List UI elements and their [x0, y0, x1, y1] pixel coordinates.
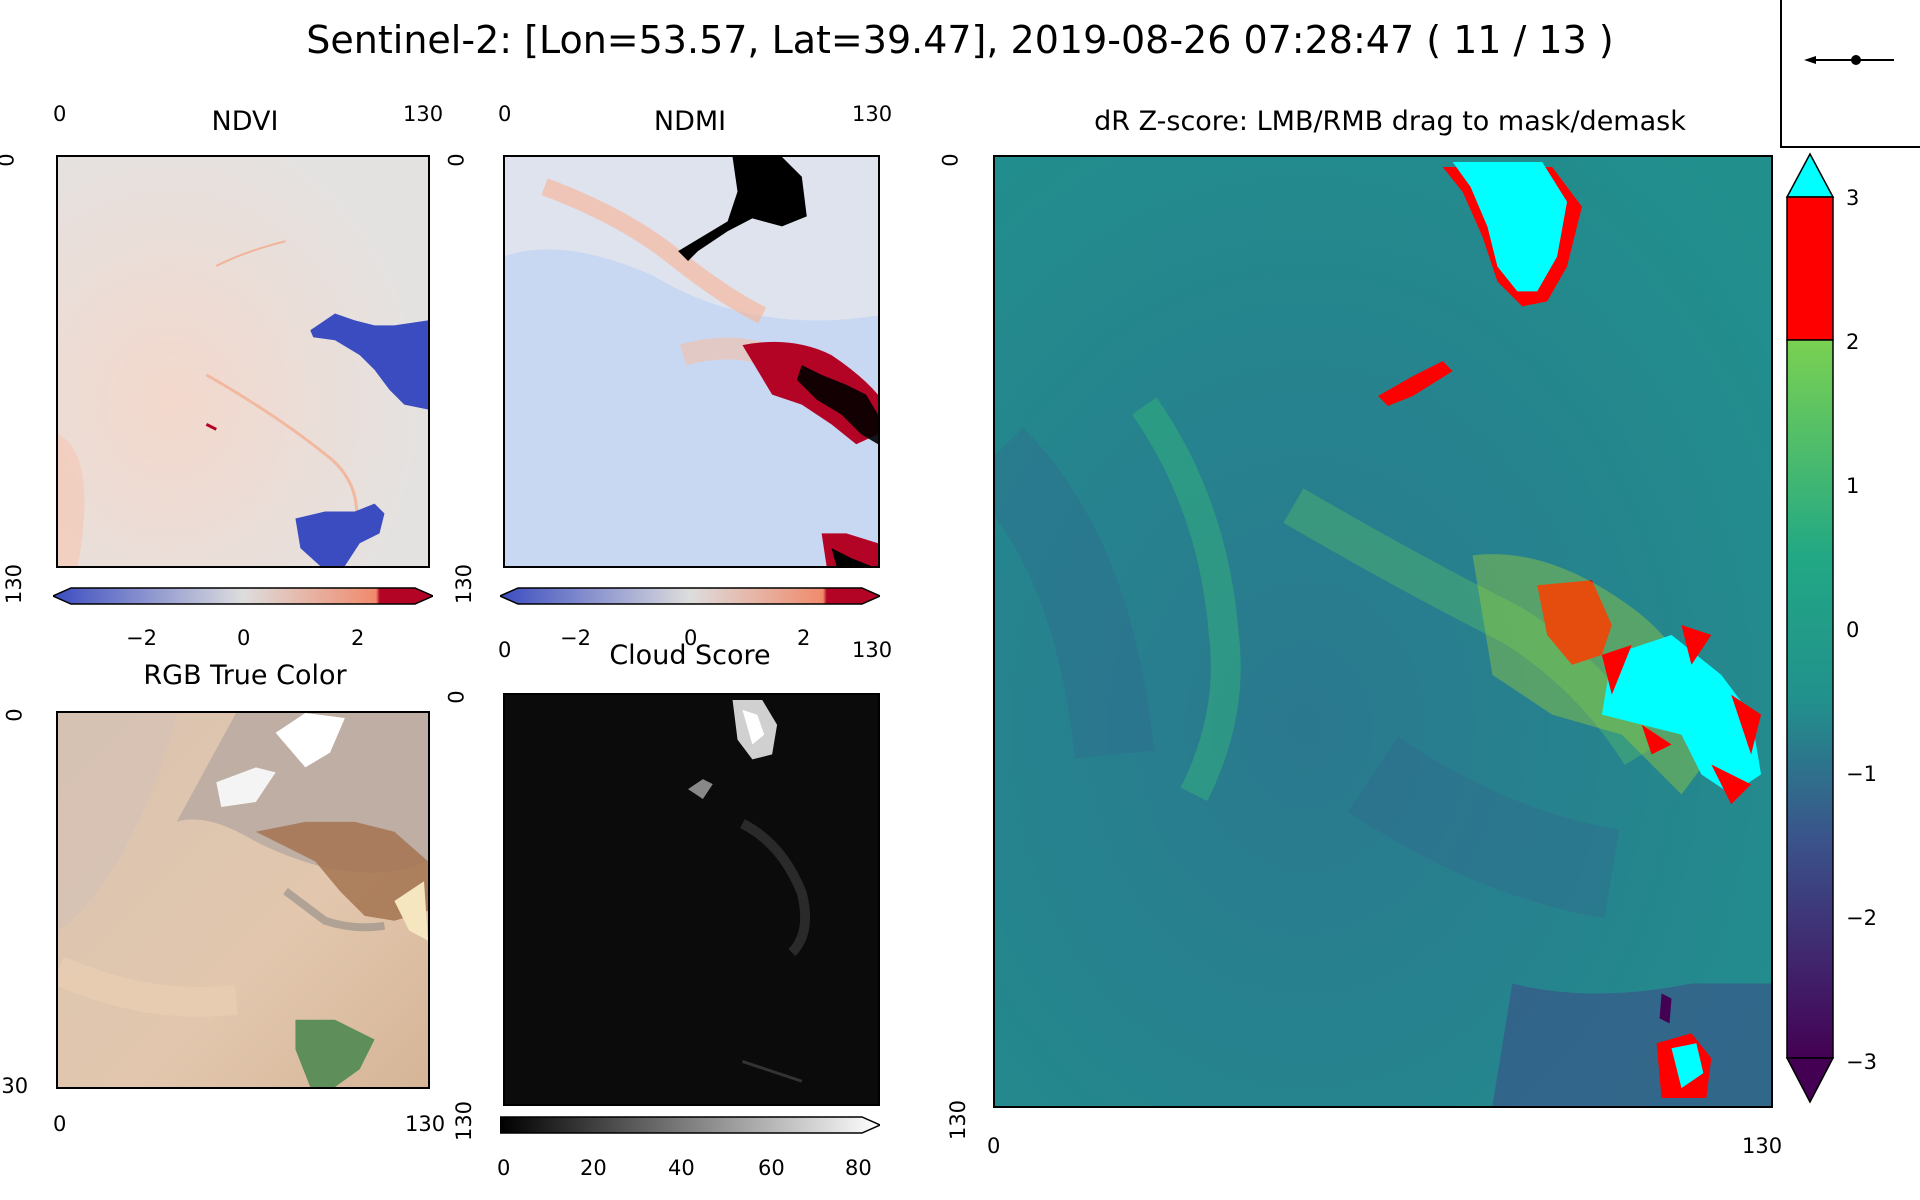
zscore-ytick-130: 130	[946, 1099, 971, 1141]
ndmi-image[interactable]	[503, 155, 880, 568]
ndmi-xtick-0: 0	[498, 102, 512, 126]
zscore-cbar-tick-2: 2	[1846, 330, 1860, 354]
ndvi-image[interactable]	[56, 155, 430, 568]
ndvi-cbar-tick-2: 2	[351, 626, 365, 650]
zscore-ytick-0: 0	[938, 153, 963, 167]
ndvi-cbar-tick-0: 0	[237, 626, 251, 650]
ndmi-cbar-tick-m2: −2	[560, 626, 591, 650]
rgb-ytick-130: 130	[0, 1074, 29, 1098]
cloud-xtick-130: 130	[852, 638, 893, 662]
ndvi-title: NDVI	[211, 106, 279, 137]
cloud-title: Cloud Score	[609, 640, 771, 671]
zscore-cbar-tick-m3: −3	[1846, 1050, 1877, 1074]
zscore-colorbar	[1785, 152, 1835, 1104]
rgb-ytick-0: 0	[2, 708, 27, 722]
cloud-cbar-tick-20: 20	[580, 1156, 607, 1180]
ndmi-cbar-tick-2: 2	[797, 626, 811, 650]
ndmi-title: NDMI	[653, 106, 727, 137]
cloud-ytick-130: 130	[452, 1100, 477, 1142]
zscore-xtick-130: 130	[1742, 1134, 1783, 1158]
cloud-score-image[interactable]	[503, 693, 880, 1106]
zscore-title: dR Z-score: LMB/RMB drag to mask/demask	[1094, 106, 1686, 137]
ndvi-cbar-tick-m2: −2	[126, 626, 157, 650]
ndmi-cbar-tick-0: 0	[684, 626, 698, 650]
zscore-xtick-0: 0	[987, 1134, 1001, 1158]
zscore-cbar-tick-m2: −2	[1846, 906, 1877, 930]
ndvi-ytick-0: 0	[0, 153, 19, 166]
ndvi-xtick-130: 130	[403, 102, 444, 126]
cloud-cbar-tick-80: 80	[845, 1156, 872, 1180]
cloud-cbar-tick-40: 40	[668, 1156, 695, 1180]
rgb-title: RGB True Color	[143, 660, 347, 691]
ndmi-ytick-0: 0	[444, 153, 469, 167]
rgb-image[interactable]	[56, 711, 430, 1089]
cloud-cbar-tick-0: 0	[497, 1156, 511, 1180]
zscore-cbar-tick-0: 0	[1846, 618, 1860, 642]
zscore-cbar-tick-1: 1	[1846, 474, 1860, 498]
cloud-colorbar	[500, 1116, 880, 1134]
time-navigation-widget[interactable]	[1780, 0, 1920, 148]
ndmi-ytick-130: 130	[452, 563, 477, 605]
rgb-xtick-130: 130	[405, 1112, 446, 1136]
zscore-image[interactable]	[993, 155, 1773, 1108]
ndvi-xtick-0: 0	[53, 102, 67, 126]
cloud-ytick-0: 0	[444, 690, 469, 704]
cloud-xtick-0: 0	[498, 638, 512, 662]
rgb-xtick-0: 0	[53, 1112, 67, 1136]
zscore-cbar-tick-3: 3	[1846, 186, 1860, 210]
ndmi-xtick-130: 130	[852, 102, 893, 126]
ndmi-colorbar	[500, 587, 880, 605]
zscore-cbar-tick-m1: −1	[1846, 762, 1877, 786]
arrow-left-icon[interactable]	[1782, 0, 1920, 146]
figure-title: Sentinel-2: [Lon=53.57, Lat=39.47], 2019…	[306, 18, 1614, 62]
ndvi-colorbar	[53, 587, 433, 605]
cloud-cbar-tick-60: 60	[758, 1156, 785, 1180]
ndvi-ytick-130: 130	[2, 563, 27, 605]
